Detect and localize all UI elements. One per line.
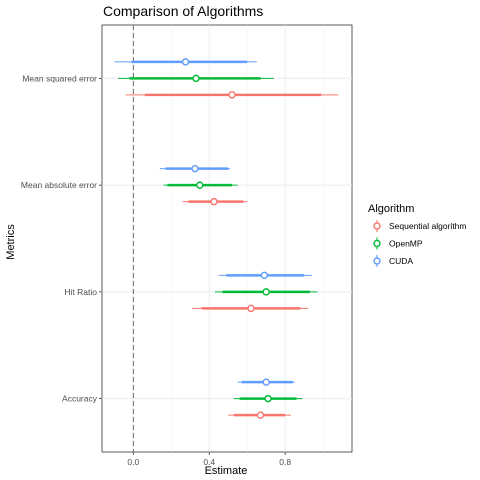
legend-key-point xyxy=(373,257,381,265)
plot-marks xyxy=(114,58,339,419)
estimate-point xyxy=(228,91,236,99)
legend-key-point xyxy=(373,222,381,230)
x-axis: 0.0 0.4 0.8 xyxy=(127,452,291,467)
estimate-point xyxy=(264,394,272,403)
estimate-point xyxy=(262,288,270,296)
legend-label: CUDA xyxy=(389,256,413,266)
estimate-point xyxy=(256,411,265,419)
estimate-point xyxy=(260,271,269,280)
y-tick-label: Mean squared error xyxy=(22,73,97,83)
x-tick-label: 0.4 xyxy=(203,457,215,467)
estimate-point xyxy=(181,58,190,66)
legend-title: Algorithm xyxy=(368,203,414,215)
y-axis-title: Metrics xyxy=(5,224,17,260)
estimate-point xyxy=(210,197,218,206)
legend-label: OpenMP xyxy=(389,239,423,249)
legend-label: Sequential algorithm xyxy=(389,221,467,231)
y-tick-label: Accuracy xyxy=(62,394,98,404)
y-tick-label: Hit Ratio xyxy=(64,287,97,297)
estimate-point xyxy=(191,164,199,173)
estimate-point xyxy=(262,378,270,386)
legend-item: CUDA xyxy=(373,255,413,267)
estimate-point xyxy=(192,74,200,83)
legend: Algorithm Sequential algorithm OpenMP CUDA xyxy=(368,203,467,267)
y-tick-label: Mean absolute error xyxy=(21,180,97,190)
estimate-point xyxy=(247,304,255,313)
legend-item: Sequential algorithm xyxy=(373,220,467,232)
chart-title: Comparison of Algorithms xyxy=(103,3,263,19)
x-tick-label: 0.8 xyxy=(279,457,291,467)
plot-panel xyxy=(101,24,353,453)
x-axis-title: Estimate xyxy=(205,465,248,477)
legend-key-point xyxy=(373,239,381,248)
y-axis: Mean squared error Mean absolute error Hit… xyxy=(21,73,102,404)
estimate-point xyxy=(196,181,204,189)
x-tick-label: 0.0 xyxy=(127,457,139,467)
legend-item: OpenMP xyxy=(373,237,423,250)
